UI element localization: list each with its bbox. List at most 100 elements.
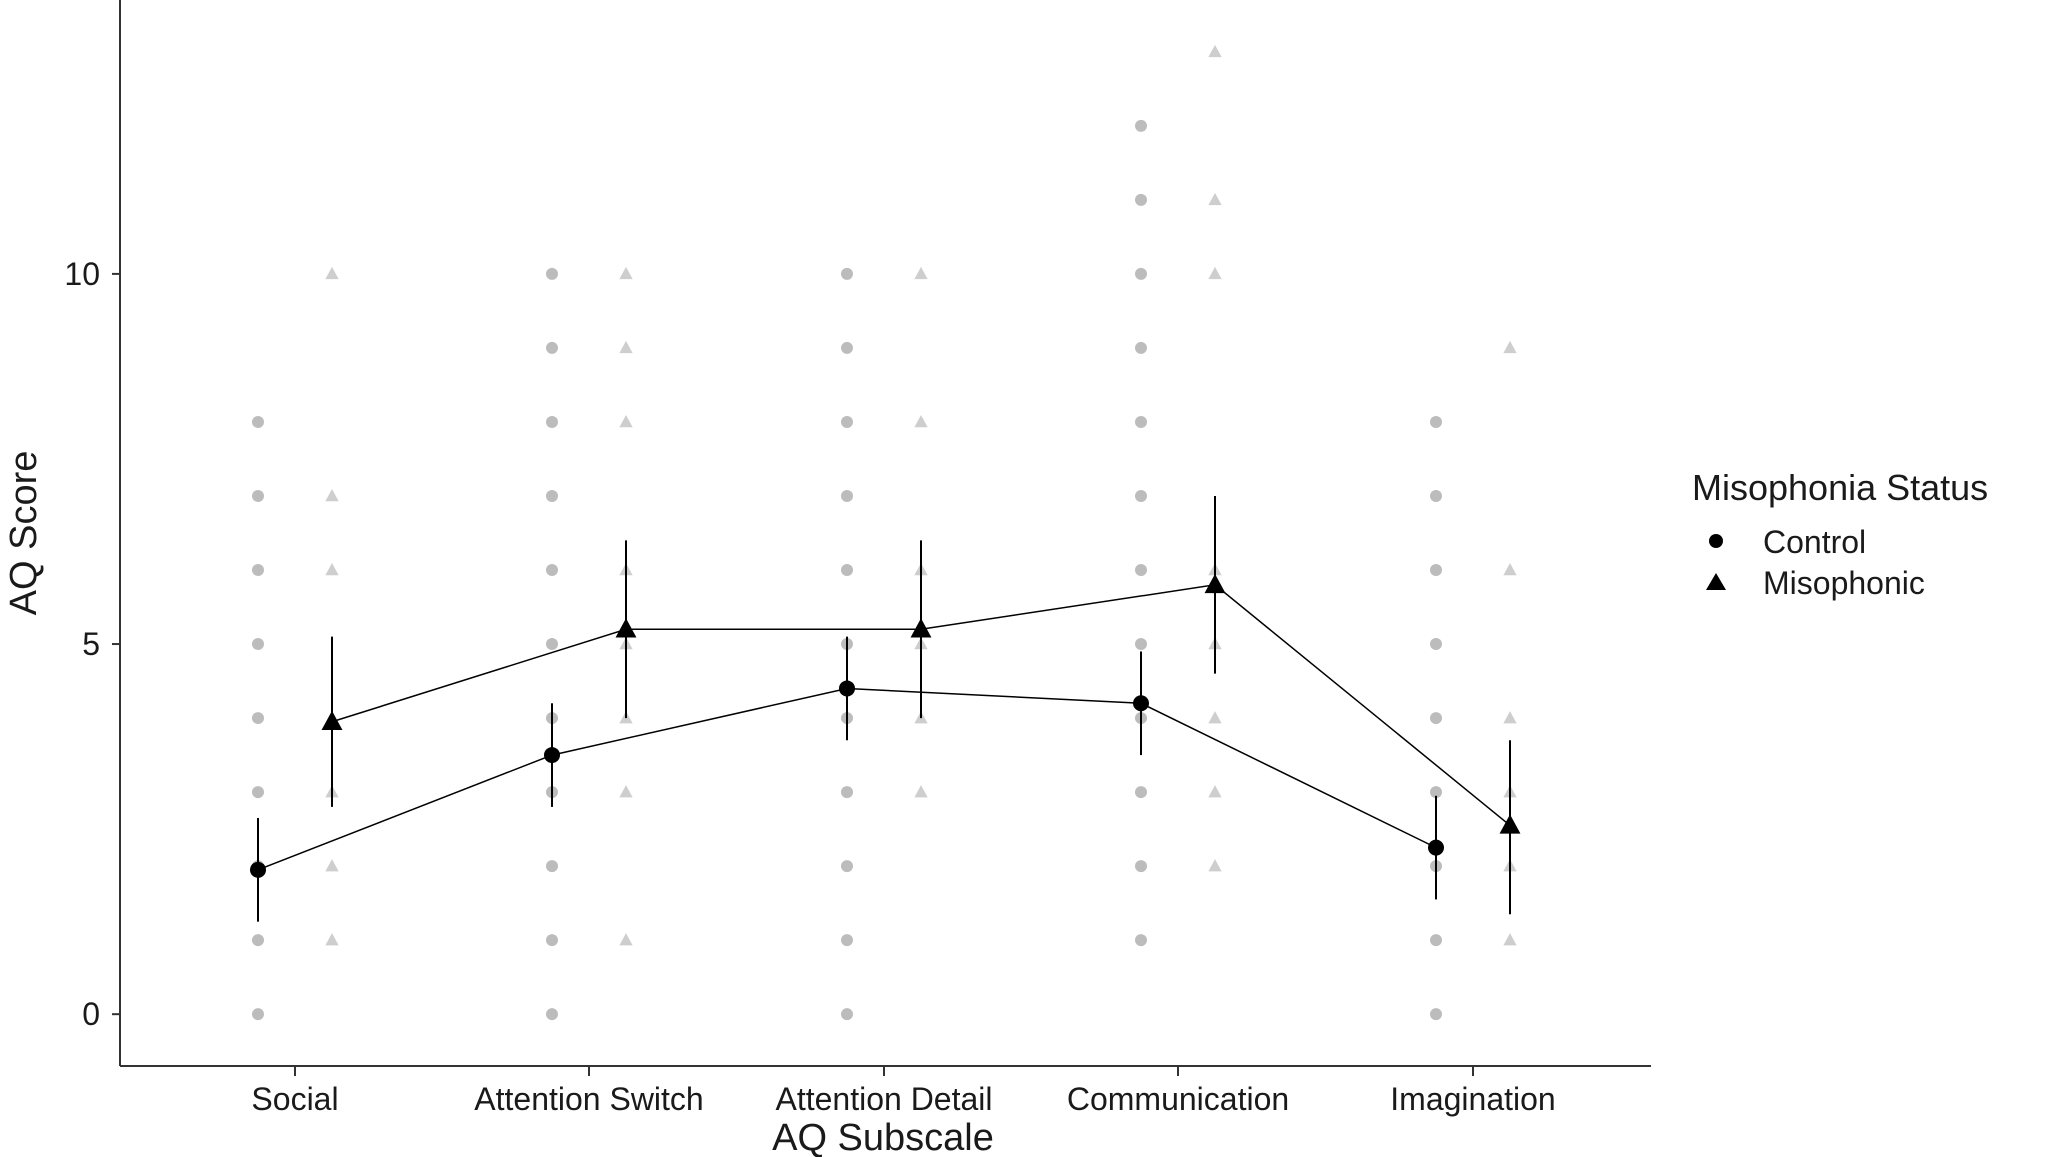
raw-point-control <box>1135 786 1147 799</box>
raw-point-control <box>1135 934 1147 947</box>
y-ticks: 0 5 10 <box>64 256 120 1032</box>
raw-point-control <box>1135 267 1147 280</box>
raw-point-control <box>1430 638 1442 651</box>
mean-marker-misophonic <box>1204 573 1226 594</box>
mean-marker-control <box>839 680 855 697</box>
raw-point-control <box>546 638 558 651</box>
mean-marker-control <box>1133 695 1149 712</box>
raw-point-control <box>841 564 853 577</box>
raw-point-control <box>252 712 264 725</box>
x-tick-label: Attention Switch <box>474 1081 703 1117</box>
mean-marker-control <box>250 861 266 878</box>
x-tick-label: Attention Detail <box>775 1081 992 1117</box>
raw-point-control <box>1430 415 1442 428</box>
raw-point-control <box>1430 1008 1442 1021</box>
raw-point-misophonic <box>914 266 928 280</box>
raw-point-control <box>546 341 558 354</box>
raw-point-control <box>1430 786 1442 799</box>
raw-point-misophonic <box>325 859 339 872</box>
raw-point-misophonic <box>325 488 339 502</box>
raw-points-layer <box>252 44 1517 1021</box>
raw-point-control <box>252 1008 264 1021</box>
raw-point-control <box>252 489 264 502</box>
raw-point-control <box>546 1008 558 1021</box>
raw-point-control <box>1430 712 1442 725</box>
x-tick-label: Social <box>251 1081 338 1117</box>
raw-point-misophonic <box>325 266 339 280</box>
raw-point-misophonic <box>619 785 633 798</box>
raw-point-misophonic <box>619 340 633 354</box>
raw-point-control <box>841 415 853 428</box>
raw-point-misophonic <box>1208 266 1222 280</box>
raw-point-control <box>841 1008 853 1021</box>
legend-control-label: Control <box>1763 524 1866 560</box>
raw-point-misophonic <box>619 266 633 280</box>
x-axis-title: AQ Subscale <box>772 1117 994 1157</box>
raw-point-control <box>1430 564 1442 577</box>
raw-point-control <box>1430 489 1442 502</box>
legend-control-marker <box>1709 534 1723 548</box>
raw-point-misophonic <box>1503 711 1517 724</box>
raw-point-control <box>1135 564 1147 577</box>
mean-marker-misophonic <box>1499 814 1521 834</box>
raw-point-control <box>1135 193 1147 206</box>
y-axis-title: AQ Score <box>3 451 45 616</box>
raw-point-control <box>546 415 558 428</box>
legend-misophonic-marker <box>1706 573 1726 590</box>
raw-point-misophonic <box>1503 340 1517 354</box>
raw-point-control <box>841 860 853 873</box>
raw-point-control <box>546 860 558 873</box>
mean-marker-misophonic <box>615 618 637 638</box>
raw-point-misophonic <box>1208 785 1222 798</box>
raw-point-misophonic <box>325 563 339 576</box>
raw-point-misophonic <box>1503 933 1517 946</box>
raw-point-control <box>252 934 264 947</box>
mean-marker-control <box>544 747 560 764</box>
raw-point-control <box>841 786 853 799</box>
mean-marker-misophonic <box>321 710 343 731</box>
raw-point-control <box>841 267 853 280</box>
raw-point-misophonic <box>619 414 633 428</box>
mean-markers-layer <box>250 495 1521 922</box>
raw-point-misophonic <box>1208 192 1222 206</box>
raw-point-control <box>546 489 558 502</box>
raw-point-misophonic <box>1208 44 1222 58</box>
raw-point-control <box>546 564 558 577</box>
raw-point-misophonic <box>914 785 928 798</box>
raw-point-control <box>1135 638 1147 651</box>
raw-point-control <box>252 638 264 651</box>
x-ticks: Social Attention Switch Attention Detail Co… <box>251 1066 1556 1117</box>
raw-point-misophonic <box>1503 563 1517 576</box>
raw-point-misophonic <box>325 933 339 946</box>
raw-point-control <box>1135 119 1147 132</box>
raw-point-control <box>252 564 264 577</box>
x-tick-label: Imagination <box>1390 1081 1555 1117</box>
y-tick-label: 0 <box>82 996 100 1032</box>
legend: Misophonia Status Control Misophonic <box>1692 467 1988 601</box>
raw-point-misophonic <box>1208 859 1222 872</box>
raw-point-control <box>252 786 264 799</box>
raw-point-misophonic <box>619 933 633 946</box>
y-tick-label: 10 <box>64 256 100 292</box>
raw-point-control <box>841 934 853 947</box>
x-tick-label: Communication <box>1067 1081 1289 1117</box>
raw-point-control <box>546 934 558 947</box>
raw-point-misophonic <box>1208 711 1222 724</box>
raw-point-control <box>1430 934 1442 947</box>
legend-title: Misophonia Status <box>1692 467 1988 508</box>
mean-marker-misophonic <box>910 618 932 638</box>
y-tick-label: 5 <box>82 626 100 662</box>
raw-point-control <box>546 267 558 280</box>
raw-point-control <box>1135 415 1147 428</box>
legend-misophonic-label: Misophonic <box>1763 565 1925 601</box>
mean-lines-layer <box>257 584 1511 871</box>
raw-point-control <box>252 415 264 428</box>
raw-point-control <box>1135 489 1147 502</box>
raw-point-misophonic <box>914 414 928 428</box>
mean-marker-control <box>1428 839 1444 856</box>
raw-point-control <box>841 341 853 354</box>
raw-point-control <box>1135 860 1147 873</box>
raw-point-control <box>1135 341 1147 354</box>
raw-point-control <box>841 489 853 502</box>
